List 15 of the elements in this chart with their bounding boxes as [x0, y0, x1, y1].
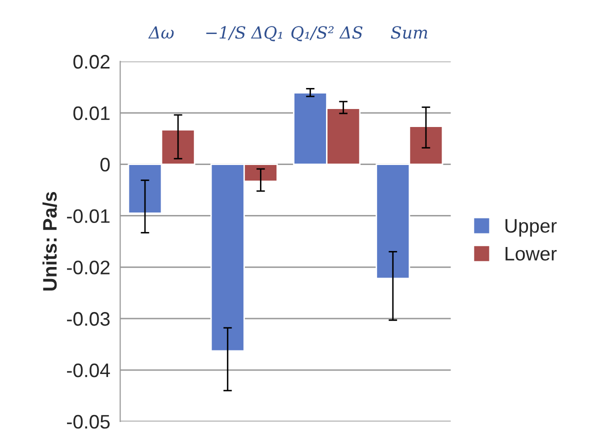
y-tick-label: -0.05: [67, 414, 110, 429]
y-tick-label: -0.01: [67, 209, 110, 223]
y-tick-label: -0.03: [67, 312, 110, 326]
y-tick-label: -0.02: [67, 260, 110, 274]
y-tick-label: 0.02: [73, 54, 110, 69]
y-axis-title: Units: Pa/s: [42, 192, 57, 291]
y-tick-label: -0.04: [67, 363, 110, 378]
x-tick-label: Δω: [148, 26, 174, 39]
x-tick-label: Sum: [390, 26, 428, 39]
x-tick-label: −1/S ΔQ₁: [206, 26, 282, 42]
y-tick-label: 0: [100, 158, 110, 172]
y-tick-label: 0.01: [73, 106, 110, 120]
legend-label: Lower: [506, 247, 557, 261]
x-tick-label: Q₁/S² ΔS: [291, 26, 362, 42]
legend-label: Upper: [506, 219, 557, 237]
